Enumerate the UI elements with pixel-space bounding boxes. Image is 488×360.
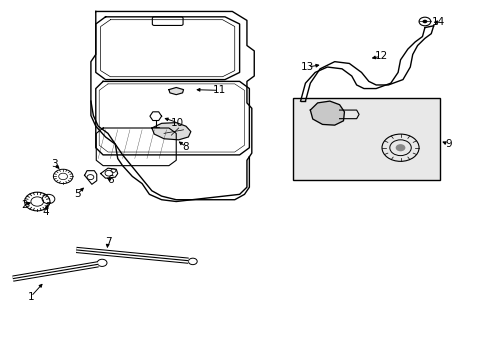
Text: 7: 7	[104, 237, 111, 247]
FancyBboxPatch shape	[152, 17, 183, 26]
Text: 5: 5	[74, 189, 81, 199]
Text: 4: 4	[42, 207, 49, 217]
Polygon shape	[310, 101, 344, 125]
Polygon shape	[168, 87, 183, 95]
Circle shape	[188, 258, 197, 265]
Text: 2: 2	[21, 200, 27, 210]
Text: 13: 13	[301, 62, 314, 72]
Text: 10: 10	[171, 118, 184, 128]
Circle shape	[97, 259, 107, 266]
Text: 11: 11	[212, 85, 225, 95]
Text: 9: 9	[444, 139, 451, 149]
Polygon shape	[152, 123, 190, 140]
Text: 6: 6	[107, 175, 114, 185]
Text: 8: 8	[183, 141, 189, 152]
Circle shape	[422, 20, 427, 23]
Circle shape	[395, 144, 405, 151]
Text: 3: 3	[51, 159, 58, 169]
Text: 14: 14	[431, 17, 444, 27]
Text: 12: 12	[374, 51, 387, 61]
Bar	[293, 98, 439, 180]
Text: 1: 1	[27, 292, 34, 302]
